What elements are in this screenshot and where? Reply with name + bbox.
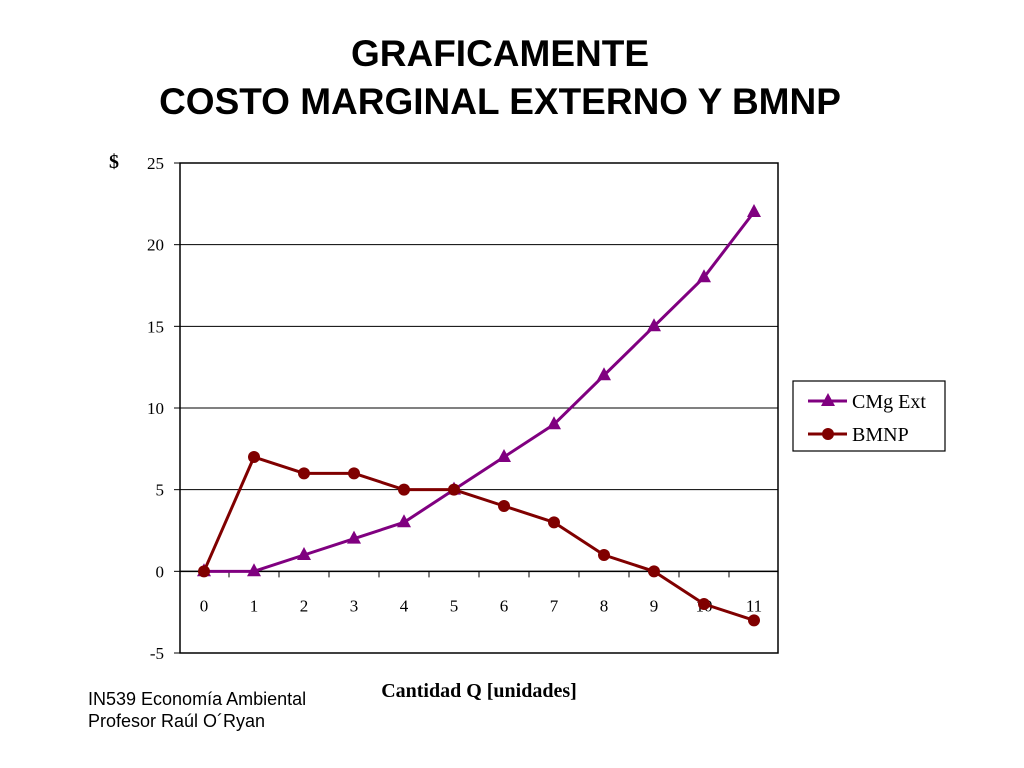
legend-box [792, 380, 946, 452]
x-tick-label-1: 1 [250, 596, 259, 615]
footer-course: IN539 Economía Ambiental [88, 689, 307, 709]
data-point-bmnp-3 [348, 467, 360, 480]
data-point-cmg-ext-1 [247, 563, 261, 577]
series-line-bmnp [202, 455, 755, 622]
series-bmnp [198, 451, 760, 627]
data-point-bmnp-9 [648, 565, 660, 578]
data-point-bmnp-11 [748, 614, 760, 627]
y-tick-labels: -5 0 5 10 15 20 25 [147, 154, 164, 663]
x-axis-label: Cantidad Q [unidades] [381, 680, 577, 702]
data-point-bmnp-6 [498, 500, 510, 512]
data-point-cmg-ext-3 [347, 530, 361, 544]
x-tick-label-8: 8 [600, 596, 609, 615]
data-point-bmnp-8 [598, 549, 610, 561]
y-tick-label-25: 25 [147, 154, 164, 173]
x-tick-label-3: 3 [350, 596, 359, 615]
x-tick-label-9: 9 [650, 596, 659, 615]
series-layer [197, 203, 761, 627]
data-point-bmnp-5 [448, 483, 460, 496]
x-tick-label-11: 11 [746, 596, 762, 615]
series-line-cmg-ext [204, 211, 756, 573]
y-tick-label-15: 15 [147, 317, 164, 336]
data-point-cmg-ext-8 [597, 367, 611, 381]
data-point-bmnp-10 [698, 598, 710, 610]
data-point-cmg-ext-2 [297, 546, 311, 560]
legend: CMg Ext BMNP [792, 380, 946, 452]
data-point-cmg-ext-6 [497, 448, 511, 462]
x-tick-labels: 01234567891011 [200, 596, 762, 615]
data-point-cmg-ext-11 [747, 203, 761, 217]
data-point-cmg-ext-9 [647, 318, 661, 332]
footer-professor: Profesor Raúl O´Ryan [88, 711, 266, 731]
x-tick-label-7: 7 [550, 596, 559, 615]
slide-title-line-1: GRAFICAMENTE [350, 33, 650, 74]
footer: IN539 Economía Ambiental Profesor Raúl O… [88, 688, 306, 732]
x-tick-label-0: 0 [200, 596, 209, 615]
x-tick-label-5: 5 [450, 596, 459, 615]
y-tick-label-5: 5 [156, 481, 165, 500]
data-point-bmnp-7 [548, 516, 560, 529]
y-tick-label-10: 10 [147, 399, 164, 418]
y-tick-label--5: -5 [150, 644, 164, 663]
data-point-cmg-ext-10 [697, 269, 711, 283]
axes [174, 162, 778, 654]
data-point-cmg-ext-7 [547, 416, 561, 430]
data-point-bmnp-2 [298, 467, 310, 480]
legend-label-bmnp: BMNP [852, 424, 909, 446]
legend-marker-cmg-ext [821, 392, 835, 406]
y-tick-label-0: 0 [156, 562, 165, 581]
legend-label-cmg-ext: CMg Ext [852, 391, 926, 413]
slide-title-line-2: COSTO MARGINAL EXTERNO Y BMNP [159, 81, 841, 122]
x-tick-label-6: 6 [500, 596, 509, 615]
x-tick-label-2: 2 [300, 596, 309, 615]
data-point-bmnp-1 [248, 451, 260, 463]
legend-marker-bmnp [822, 428, 834, 440]
y-tick-label-20: 20 [147, 236, 164, 255]
data-point-bmnp-4 [398, 483, 410, 496]
data-point-cmg-ext-4 [397, 514, 411, 528]
series-cmg-ext [197, 203, 761, 577]
slide-title: GRAFICAMENTE COSTO MARGINAL EXTERNO Y BM… [0, 30, 1000, 126]
x-tick-label-4: 4 [400, 596, 409, 615]
data-point-bmnp-0 [198, 565, 210, 578]
y-axis-label: $ [109, 151, 119, 173]
